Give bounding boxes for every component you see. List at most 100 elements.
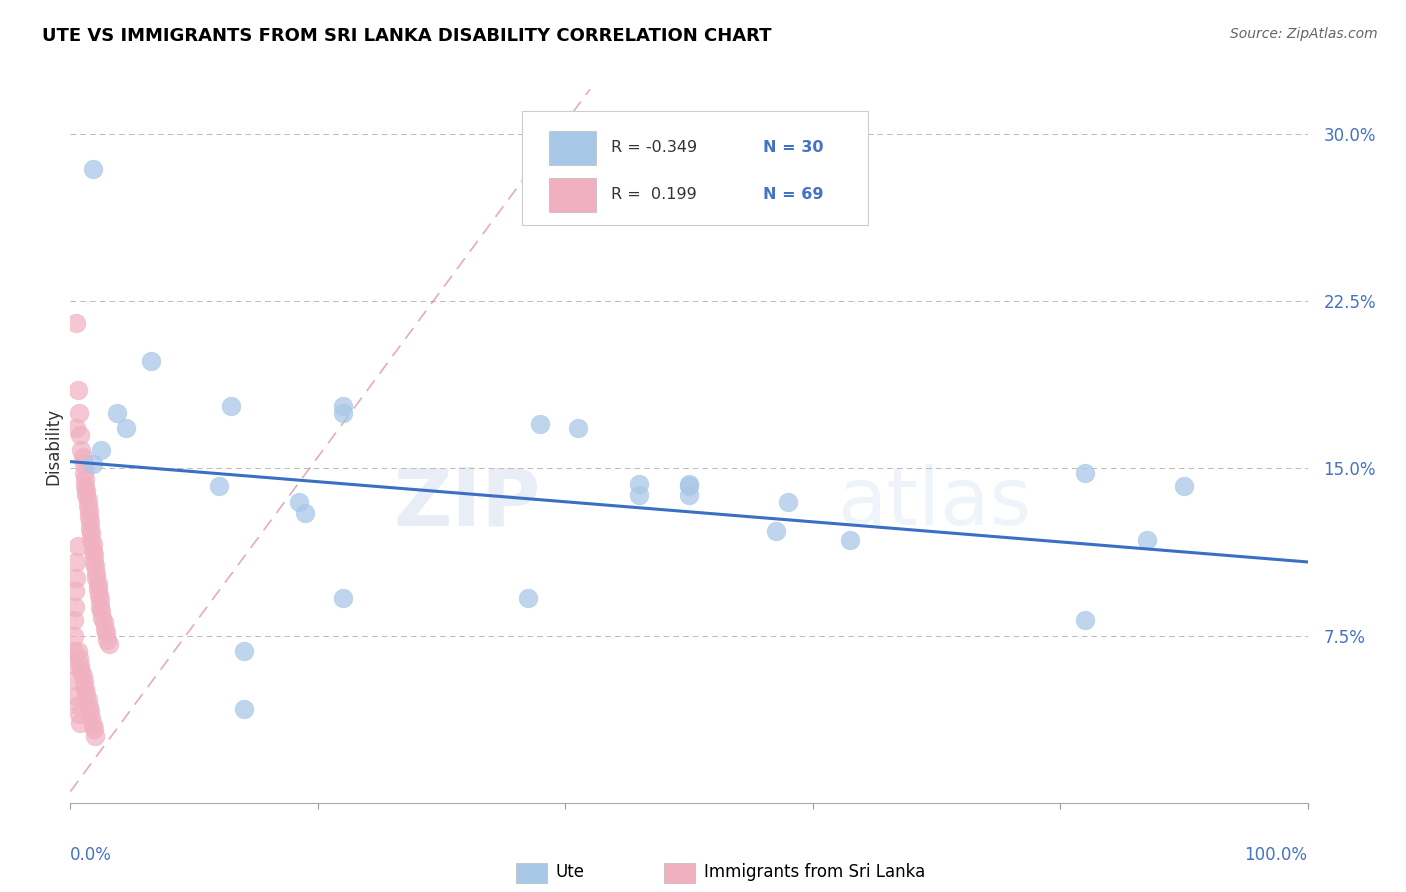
Point bbox=[82, 543, 104, 558]
Point bbox=[219, 399, 242, 413]
Bar bbox=[550, 130, 596, 165]
Point bbox=[83, 555, 105, 569]
Point bbox=[96, 626, 118, 640]
Point bbox=[678, 479, 700, 493]
Point bbox=[77, 510, 100, 524]
Point bbox=[82, 717, 104, 731]
Point bbox=[84, 571, 107, 585]
Point bbox=[65, 317, 87, 331]
Point bbox=[65, 689, 87, 703]
Point bbox=[75, 473, 97, 487]
Point bbox=[82, 457, 104, 471]
Point bbox=[628, 476, 651, 491]
Point bbox=[332, 591, 354, 605]
Text: UTE VS IMMIGRANTS FROM SRI LANKA DISABILITY CORRELATION CHART: UTE VS IMMIGRANTS FROM SRI LANKA DISABIL… bbox=[42, 27, 772, 45]
Point bbox=[139, 354, 162, 368]
Point bbox=[332, 399, 354, 413]
Point bbox=[517, 591, 540, 605]
Point bbox=[75, 687, 97, 701]
Point bbox=[332, 405, 354, 420]
Point bbox=[294, 506, 316, 520]
Point bbox=[96, 633, 118, 648]
Point bbox=[69, 657, 91, 672]
Text: Source: ZipAtlas.com: Source: ZipAtlas.com bbox=[1230, 27, 1378, 41]
Point bbox=[89, 592, 111, 607]
Bar bbox=[550, 178, 596, 212]
Point bbox=[105, 405, 128, 420]
Point bbox=[678, 488, 700, 502]
Point bbox=[90, 443, 112, 458]
Point bbox=[87, 589, 110, 603]
Point bbox=[65, 673, 87, 687]
Point bbox=[63, 628, 86, 642]
Point bbox=[66, 644, 89, 658]
Point bbox=[77, 503, 100, 517]
Point bbox=[63, 613, 86, 627]
Point bbox=[73, 457, 96, 471]
Text: R =  0.199: R = 0.199 bbox=[612, 187, 697, 202]
Point bbox=[76, 500, 98, 514]
Point bbox=[82, 162, 104, 177]
Point bbox=[73, 466, 96, 480]
Point bbox=[75, 479, 97, 493]
Point bbox=[1074, 613, 1097, 627]
Point bbox=[75, 681, 97, 696]
Point bbox=[67, 651, 90, 665]
Point bbox=[65, 555, 87, 569]
Point bbox=[79, 515, 101, 529]
Point bbox=[73, 675, 96, 690]
Bar bbox=[516, 863, 547, 883]
Point bbox=[628, 488, 651, 502]
Point bbox=[765, 524, 787, 538]
Point bbox=[65, 599, 87, 614]
Point bbox=[1136, 533, 1159, 547]
Point bbox=[232, 644, 254, 658]
Y-axis label: Disability: Disability bbox=[44, 408, 62, 484]
Point bbox=[75, 488, 97, 502]
Point bbox=[65, 583, 87, 598]
Point bbox=[67, 405, 90, 420]
Point bbox=[94, 622, 117, 636]
Point bbox=[69, 427, 91, 442]
Point bbox=[80, 711, 103, 725]
Point bbox=[84, 566, 107, 581]
Point bbox=[65, 657, 87, 672]
Point bbox=[65, 421, 87, 435]
Point bbox=[83, 723, 105, 737]
Point bbox=[76, 693, 98, 707]
Point bbox=[66, 384, 89, 398]
Point bbox=[89, 599, 111, 614]
Point bbox=[72, 450, 94, 465]
Point bbox=[66, 539, 89, 553]
Point bbox=[80, 526, 103, 541]
Point bbox=[288, 494, 311, 508]
Point bbox=[69, 715, 91, 730]
Point bbox=[84, 559, 107, 574]
Point bbox=[91, 610, 114, 624]
Point bbox=[208, 479, 231, 493]
Point bbox=[75, 483, 97, 498]
Point bbox=[97, 637, 120, 651]
Text: atlas: atlas bbox=[838, 464, 1032, 542]
Point bbox=[678, 476, 700, 491]
Point bbox=[77, 699, 100, 714]
Point bbox=[65, 571, 87, 585]
Point bbox=[80, 533, 103, 547]
Text: N = 69: N = 69 bbox=[763, 187, 824, 202]
Point bbox=[115, 421, 138, 435]
Point bbox=[567, 421, 589, 435]
Point bbox=[1074, 466, 1097, 480]
Point bbox=[86, 577, 108, 591]
Text: ZIP: ZIP bbox=[394, 464, 540, 542]
Text: 100.0%: 100.0% bbox=[1244, 846, 1308, 863]
Point bbox=[66, 698, 89, 712]
Point bbox=[76, 492, 98, 507]
Point bbox=[63, 644, 86, 658]
Point bbox=[79, 705, 101, 719]
Text: Immigrants from Sri Lanka: Immigrants from Sri Lanka bbox=[704, 863, 925, 881]
Point bbox=[776, 494, 799, 508]
Text: N = 30: N = 30 bbox=[763, 140, 824, 155]
Point bbox=[1173, 479, 1195, 493]
Point bbox=[90, 604, 112, 618]
Point bbox=[70, 664, 93, 679]
